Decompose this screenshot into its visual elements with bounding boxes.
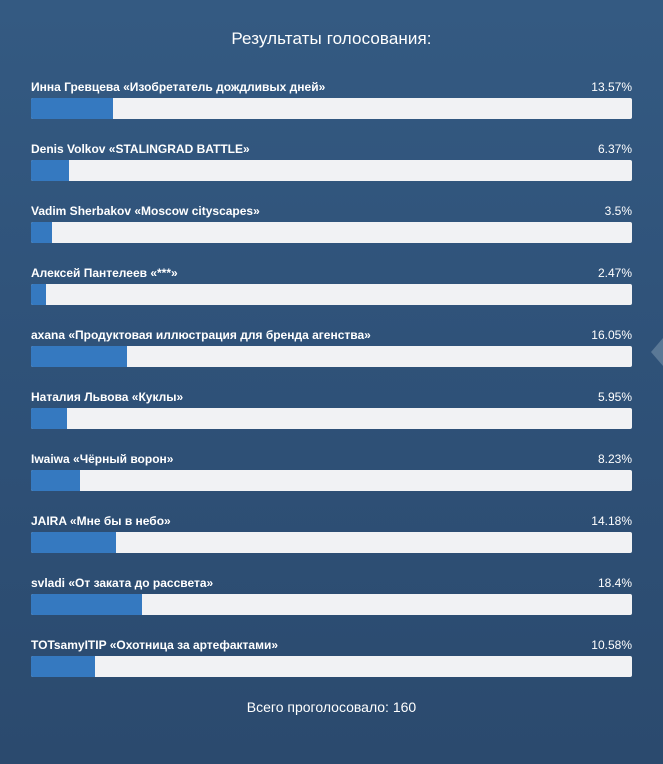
poll-item-label: Наталия Львова «Куклы» bbox=[31, 390, 184, 404]
poll-progress-fill bbox=[31, 98, 113, 119]
total-votes: Всего проголосовало: 160 bbox=[246, 699, 417, 715]
arrow-left-icon[interactable] bbox=[651, 338, 663, 366]
poll-item-percent: 8.23% bbox=[597, 452, 632, 466]
poll-progress-track bbox=[31, 470, 632, 491]
poll-item: TOTsamyITIP «Охотница за артефактами» 10… bbox=[31, 637, 632, 677]
poll-item: Iwaiwa «Чёрный ворон» 8.23% bbox=[31, 451, 632, 491]
poll-item: JAIRA «Мне бы в небо» 14.18% bbox=[31, 513, 632, 553]
poll-progress-fill bbox=[31, 346, 128, 367]
poll-item: Vadim Sherbakov «Moscow cityscapes» 3.5% bbox=[31, 203, 632, 243]
poll-title: Результаты голосования: bbox=[231, 29, 432, 48]
poll-progress-track bbox=[31, 160, 632, 181]
poll-progress-fill bbox=[31, 532, 117, 553]
poll-item-percent: 14.18% bbox=[591, 514, 632, 528]
poll-item-percent: 16.05% bbox=[591, 328, 632, 342]
poll-progress-fill bbox=[31, 284, 46, 305]
poll-item: axana «Продуктовая иллюстрация для бренд… bbox=[31, 327, 632, 367]
poll-item-label: Vadim Sherbakov «Moscow cityscapes» bbox=[31, 204, 260, 218]
poll-item: Наталия Львова «Куклы» 5.95% bbox=[31, 389, 632, 429]
poll-item-label: Алексей Пантелеев «***» bbox=[31, 266, 178, 280]
poll-item-label: Iwaiwa «Чёрный ворон» bbox=[31, 452, 174, 466]
poll-item-label: axana «Продуктовая иллюстрация для бренд… bbox=[31, 328, 371, 342]
poll-item-percent: 2.47% bbox=[597, 266, 632, 280]
poll-item: Алексей Пантелеев «***» 2.47% bbox=[31, 265, 632, 305]
poll-item: Инна Гревцева «Изобретатель дождливых дн… bbox=[31, 79, 632, 119]
poll-item-percent: 13.57% bbox=[591, 80, 632, 94]
poll-progress-fill bbox=[31, 656, 95, 677]
poll-progress-track bbox=[31, 284, 632, 305]
poll-progress-track bbox=[31, 594, 632, 615]
poll-progress-track bbox=[31, 346, 632, 367]
poll-progress-fill bbox=[31, 408, 67, 429]
poll-progress-fill bbox=[31, 594, 142, 615]
poll-progress-fill bbox=[31, 160, 70, 181]
poll-item-percent: 18.4% bbox=[597, 576, 632, 590]
poll-item-label: Denis Volkov «STALINGRAD BATTLE» bbox=[31, 142, 250, 156]
poll-item-label: TOTsamyITIP «Охотница за артефактами» bbox=[31, 638, 279, 652]
poll-item-percent: 6.37% bbox=[597, 142, 632, 156]
poll-item-label: JAIRA «Мне бы в небо» bbox=[31, 514, 171, 528]
poll-progress-track bbox=[31, 222, 632, 243]
poll-item-label: svladi «От заката до рассвета» bbox=[31, 576, 214, 590]
poll-item-percent: 5.95% bbox=[597, 390, 632, 404]
poll-progress-track bbox=[31, 532, 632, 553]
poll-item-percent: 3.5% bbox=[604, 204, 632, 218]
poll-item-percent: 10.58% bbox=[591, 638, 632, 652]
poll-item: svladi «От заката до рассвета» 18.4% bbox=[31, 575, 632, 615]
poll-item: Denis Volkov «STALINGRAD BATTLE» 6.37% bbox=[31, 141, 632, 181]
poll-progress-track bbox=[31, 656, 632, 677]
poll-item-label: Инна Гревцева «Изобретатель дождливых дн… bbox=[31, 80, 326, 94]
poll-progress-track bbox=[31, 408, 632, 429]
poll-progress-fill bbox=[31, 222, 53, 243]
poll-progress-track bbox=[31, 98, 632, 119]
poll-progress-fill bbox=[31, 470, 81, 491]
